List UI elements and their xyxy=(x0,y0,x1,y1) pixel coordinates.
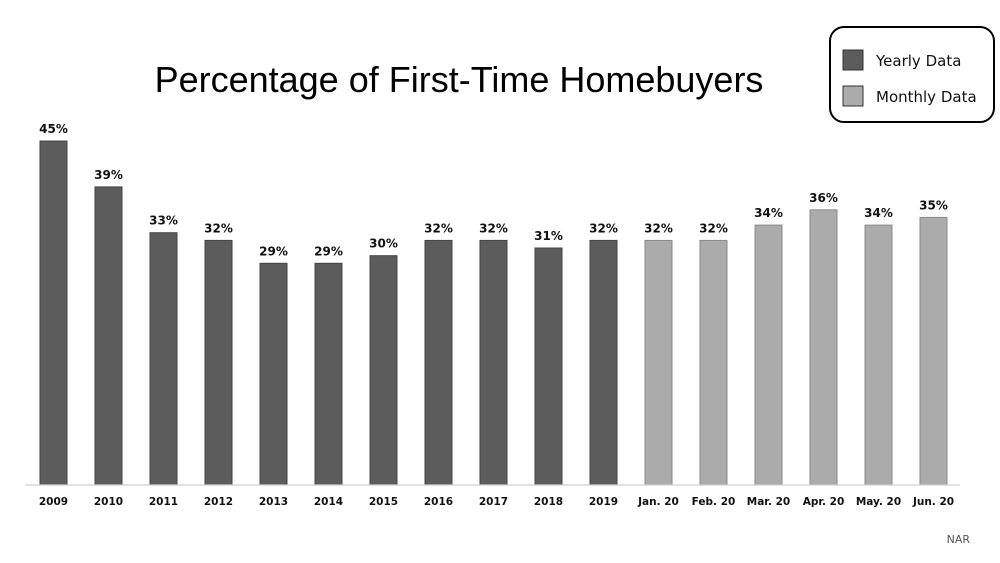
bar-2015 xyxy=(369,255,398,486)
legend-label-yearly: Yearly Data xyxy=(875,52,961,70)
bar-apr-20 xyxy=(809,209,838,486)
legend: Yearly Data Monthly Data xyxy=(829,26,995,123)
legend-box xyxy=(829,26,995,123)
bar-2009 xyxy=(39,140,68,486)
tick-label-2019: 2019 xyxy=(589,496,618,508)
tick-labels-group: 2009 2010 2011 2012 2013 2014 2015 2016 2017 2018… xyxy=(39,496,954,508)
legend-swatch-yearly xyxy=(842,49,864,71)
value-label-2015: 30% xyxy=(369,237,398,251)
value-label-2016: 32% xyxy=(424,221,453,235)
tick-label-2011: 2011 xyxy=(149,496,178,508)
value-label-jan-20: 32% xyxy=(644,221,673,235)
value-label-2012: 32% xyxy=(204,221,233,235)
bar-2019 xyxy=(589,239,618,486)
tick-label-2014: 2014 xyxy=(314,496,343,508)
value-label-mar-20: 34% xyxy=(754,206,783,220)
tick-label-2015: 2015 xyxy=(369,496,398,508)
tick-label-mar-20: Mar. 20 xyxy=(747,496,790,508)
value-label-2017: 32% xyxy=(479,221,508,235)
tick-label-may-20: May. 20 xyxy=(856,496,901,508)
bars-group xyxy=(39,140,948,486)
bar-2017 xyxy=(479,239,508,486)
value-label-2009: 45% xyxy=(39,122,68,136)
tick-label-2016: 2016 xyxy=(424,496,453,508)
bar-feb-20 xyxy=(699,239,728,486)
value-label-2019: 32% xyxy=(589,221,618,235)
bar-2018 xyxy=(534,247,563,486)
bar-mar-20 xyxy=(754,224,783,486)
bar-jun-20 xyxy=(919,216,948,486)
tick-label-2017: 2017 xyxy=(479,496,508,508)
value-label-apr-20: 36% xyxy=(809,191,838,205)
source-label: NAR xyxy=(947,533,971,546)
value-label-2011: 33% xyxy=(149,214,178,228)
tick-label-jan-20: Jan. 20 xyxy=(637,496,679,508)
tick-label-2012: 2012 xyxy=(204,496,233,508)
legend-swatch-monthly xyxy=(842,85,864,107)
bar-2013 xyxy=(259,262,288,486)
value-label-2013: 29% xyxy=(259,244,288,258)
value-label-2018: 31% xyxy=(534,229,563,243)
value-label-may-20: 34% xyxy=(864,206,893,220)
tick-label-2009: 2009 xyxy=(39,496,68,508)
bar-2016 xyxy=(424,239,453,486)
value-label-jun-20: 35% xyxy=(919,198,948,212)
tick-label-apr-20: Apr. 20 xyxy=(803,496,845,508)
tick-label-feb-20: Feb. 20 xyxy=(692,496,736,508)
tick-label-2013: 2013 xyxy=(259,496,288,508)
legend-label-monthly: Monthly Data xyxy=(876,88,977,106)
bar-2012 xyxy=(204,239,233,486)
tick-label-jun-20: Jun. 20 xyxy=(912,496,954,508)
value-label-feb-20: 32% xyxy=(699,221,728,235)
chart-title: Percentage of First-Time Homebuyers xyxy=(155,59,764,100)
value-label-2010: 39% xyxy=(94,168,123,182)
bar-jan-20 xyxy=(644,239,673,486)
tick-label-2018: 2018 xyxy=(534,496,563,508)
value-label-2014: 29% xyxy=(314,244,343,258)
bar-2014 xyxy=(314,262,343,486)
bar-2010 xyxy=(94,186,123,486)
bar-may-20 xyxy=(864,224,893,486)
tick-label-2010: 2010 xyxy=(94,496,123,508)
bar-2011 xyxy=(149,232,178,486)
value-labels-group: 45% 39% 33% 32% 29% 29% 30% 32% 32% 31% 32% 32% 32% 3… xyxy=(39,122,948,258)
